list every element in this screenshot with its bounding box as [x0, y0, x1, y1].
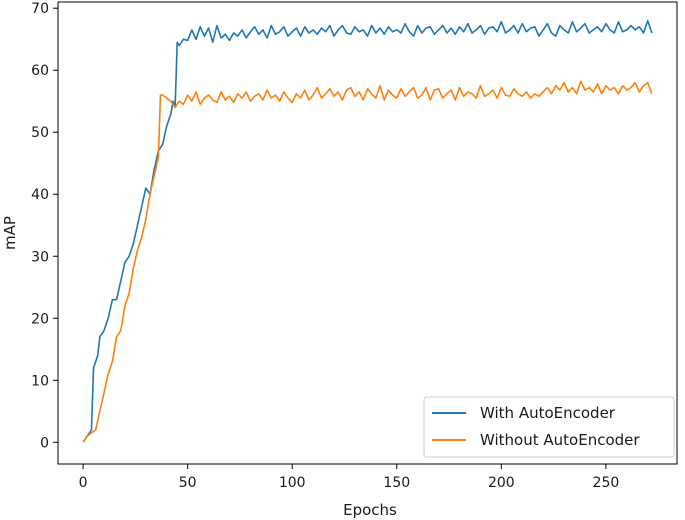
legend-box: [423, 396, 675, 458]
series-line-without-autoencoder: [82, 80, 653, 443]
y-axis-ticks: 0 10 20 30 40 50 60 70: [31, 1, 58, 451]
y-tick-label: 30: [31, 249, 49, 265]
x-tick-label: 100: [279, 475, 306, 491]
series-layer: [82, 19, 653, 443]
y-tick-label: 70: [31, 1, 49, 17]
y-tick-label: 60: [31, 63, 49, 79]
y-axis-label: mAP: [1, 216, 19, 250]
series-line-with-autoencoder: [82, 19, 653, 443]
x-tick-label: 200: [488, 475, 515, 491]
y-tick-label: 10: [31, 373, 49, 389]
x-axis-ticks: 0 50 100 150 200 250: [79, 464, 620, 491]
x-tick-label: 0: [79, 475, 88, 491]
plot-area: [57, 1, 678, 465]
x-tick-label: 150: [383, 475, 410, 491]
y-tick-label: 50: [31, 125, 49, 141]
x-tick-label: 250: [593, 475, 620, 491]
x-axis-label: Epochs: [343, 501, 397, 519]
y-tick-label: 0: [40, 435, 49, 451]
y-tick-label: 20: [31, 311, 49, 327]
legend-label-without-autoencoder: Without AutoEncoder: [480, 431, 640, 449]
legend-label-with-autoencoder: With AutoEncoder: [480, 404, 616, 422]
x-tick-label: 50: [179, 475, 197, 491]
legend: With AutoEncoder Without AutoEncoder: [423, 396, 675, 458]
y-tick-label: 40: [31, 187, 49, 203]
